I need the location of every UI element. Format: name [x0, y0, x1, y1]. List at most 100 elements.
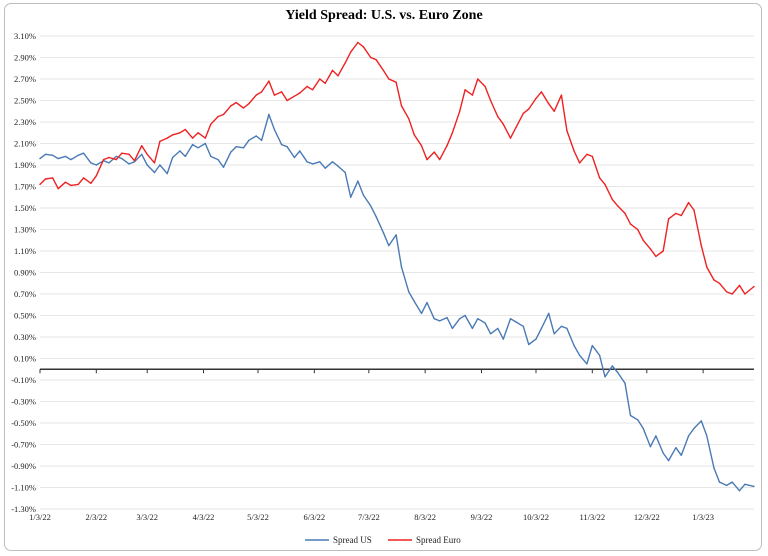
data-point	[548, 312, 550, 315]
data-point	[667, 459, 670, 462]
data-point	[146, 164, 148, 166]
data-point	[471, 327, 474, 330]
data-point	[350, 196, 352, 198]
x-axis: 1/3/22 2/3/22 3/3/22 4/3/22 5/3/22 6/3/22 7/3/…	[29, 368, 754, 522]
data-point	[286, 99, 288, 102]
data-point	[680, 214, 682, 217]
y-tick-label: -1.30%	[11, 504, 36, 514]
data-point	[502, 123, 504, 125]
y-axis-labels: 3.10% 2.90% 2.70% 2.50% 2.30% 2.10% 1.90% 1.70%…	[11, 31, 36, 514]
data-point	[331, 69, 334, 72]
data-point	[95, 175, 98, 177]
data-point	[629, 223, 632, 225]
data-point	[540, 327, 543, 330]
data-point	[293, 95, 296, 97]
data-point	[191, 137, 194, 139]
data-point	[357, 180, 359, 182]
data-point	[311, 163, 314, 165]
data-point	[331, 161, 334, 163]
data-point	[726, 484, 728, 487]
data-point	[133, 160, 136, 162]
data-point	[52, 177, 54, 179]
y-tick-label: 2.30%	[14, 117, 36, 127]
data-point	[573, 150, 575, 152]
y-tick-label: 2.10%	[14, 139, 36, 149]
data-point	[255, 94, 257, 96]
data-point	[306, 85, 308, 88]
data-point	[242, 107, 245, 109]
x-tick-label: 3/3/22	[136, 512, 158, 522]
data-point	[522, 112, 524, 115]
data-point	[586, 363, 588, 365]
data-point	[350, 51, 352, 53]
data-point	[477, 78, 479, 80]
y-tick-label: 1.50%	[14, 203, 36, 213]
x-tick-label: 10/3/22	[523, 512, 549, 522]
data-point	[700, 420, 702, 422]
legend-label: Spread US	[333, 535, 372, 545]
data-point	[497, 115, 499, 118]
data-point	[718, 282, 721, 284]
data-point	[171, 134, 174, 136]
data-point	[675, 447, 677, 449]
data-point	[662, 250, 664, 252]
data-point	[591, 155, 593, 158]
data-point	[166, 172, 168, 175]
y-tick-label: 0.10%	[14, 354, 36, 364]
data-point	[413, 300, 415, 303]
data-point	[280, 91, 283, 93]
data-point	[433, 318, 435, 320]
data-point	[108, 156, 110, 159]
x-tick-label: 12/3/22	[634, 512, 660, 522]
data-point	[515, 321, 517, 323]
data-point	[319, 78, 321, 80]
data-point	[248, 103, 250, 105]
data-point	[400, 266, 403, 268]
data-point	[649, 248, 652, 250]
data-point	[738, 490, 741, 492]
data-point	[433, 151, 435, 153]
data-point	[153, 171, 156, 174]
data-point	[617, 371, 619, 374]
data-point	[667, 218, 670, 220]
data-point	[204, 142, 206, 145]
y-tick-label: -1.10%	[11, 483, 36, 493]
data-point	[146, 153, 148, 155]
y-tick-label: 1.30%	[14, 225, 36, 235]
data-point	[286, 146, 288, 148]
data-point	[395, 234, 397, 236]
data-point	[578, 162, 581, 164]
data-point	[459, 318, 461, 320]
data-point	[273, 94, 276, 96]
data-point	[77, 154, 79, 156]
data-point	[617, 205, 619, 207]
data-point	[680, 454, 682, 456]
data-point	[713, 467, 715, 469]
data-point	[471, 94, 474, 96]
x-tick-label: 6/3/22	[303, 512, 325, 522]
y-tick-label: -0.30%	[11, 397, 36, 407]
data-point	[446, 316, 448, 319]
series-line	[39, 41, 755, 295]
data-point	[629, 414, 632, 417]
data-point	[451, 327, 454, 330]
data-point	[82, 152, 85, 154]
data-point	[706, 435, 708, 437]
data-point	[509, 137, 512, 139]
data-point	[260, 139, 263, 141]
data-point	[370, 56, 372, 59]
y-tick-label: 2.70%	[14, 74, 36, 84]
data-point	[484, 85, 486, 88]
y-tick-label: 0.90%	[14, 268, 36, 278]
data-point	[95, 164, 98, 166]
data-point	[706, 266, 708, 268]
y-tick-label: 0.30%	[14, 332, 36, 342]
y-tick-label: -0.90%	[11, 461, 36, 471]
y-tick-label: 2.90%	[14, 53, 36, 63]
data-point	[573, 344, 575, 347]
data-point	[738, 284, 741, 287]
data-point	[324, 167, 326, 169]
data-point	[70, 158, 72, 161]
x-tick-label: 4/3/22	[193, 512, 215, 522]
